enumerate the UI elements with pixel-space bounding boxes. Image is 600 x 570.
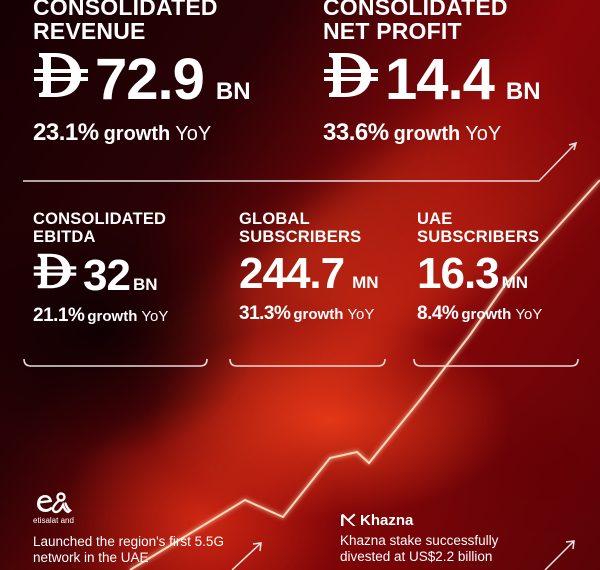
ebitda-growth-yoy: YoY [141, 308, 169, 325]
net-profit-label-line2: NET PROFIT [323, 18, 462, 44]
khazna-logo-icon [340, 513, 356, 527]
khazna-caption-line1: Khazna stake successfully [340, 533, 499, 548]
revenue-card: CONSOLIDATED REVENUE 72.9 BN 23.1% growt… [33, 0, 251, 145]
dirham-icon [33, 51, 89, 99]
ebitda-card: CONSOLIDATED EBITDA 32 BN 21.1% growth Y… [33, 211, 168, 325]
global-subscribers-growth: 31.3% growth YoY [239, 304, 379, 323]
revenue-growth: 23.1% growth YoY [33, 121, 251, 145]
growth-chart-line [129, 179, 600, 570]
global-subscribers-label-line1: GLOBAL [239, 210, 310, 228]
uae-subscribers-value-row: 16.3 MN [417, 252, 542, 296]
revenue-growth-yoy: YoY [175, 123, 212, 145]
net-profit-card: CONSOLIDATED NET PROFIT 14.4 BN 33.6% gr… [323, 0, 541, 145]
net-profit-growth: 33.6% growth YoY [323, 121, 541, 145]
eand-caption-line2: network in the UAE [33, 550, 149, 566]
net-profit-value: 14.4 [385, 47, 495, 112]
global-subscribers-value: 244.7 [239, 249, 345, 298]
net-profit-unit: BN [505, 78, 541, 105]
uae-subscribers-value: 16.3 [417, 249, 500, 298]
net-profit-growth-yoy: YoY [465, 123, 502, 145]
uae-subscribers-card: UAE SUBSCRIBERS 16.3 MN 8.4% growth YoY [417, 211, 542, 323]
dirham-icon [323, 51, 379, 99]
ebitda-growth-word: growth [87, 308, 138, 325]
khazna-caption-line2: divested at US$2.2 billion [340, 549, 493, 565]
ebitda-growth-pct: 21.1% [33, 305, 85, 326]
global-subscribers-growth-yoy: YoY [347, 306, 375, 323]
ebitda-growth: 21.1% growth YoY [33, 306, 168, 325]
ebitda-value-row: 32 BN [33, 252, 168, 298]
global-subscribers-unit: MN [352, 273, 379, 292]
uae-subscribers-label-line2: SUBSCRIBERS [417, 227, 540, 246]
card-underlines [23, 358, 579, 367]
uae-subscribers-growth: 8.4% growth YoY [417, 304, 542, 323]
global-subscribers-growth-pct: 31.3% [239, 303, 291, 324]
ebitda-label-line1: CONSOLIDATED [33, 210, 167, 228]
uae-subscribers-growth-word: growth [461, 306, 512, 323]
revenue-label-line2: REVENUE [33, 18, 146, 44]
ebitda-unit: BN [132, 275, 158, 294]
revenue-value: 72.9 [95, 47, 205, 112]
background-shadow [0, 200, 260, 460]
global-subscribers-card: GLOBAL SUBSCRIBERS 244.7 MN 31.3% growth… [239, 211, 379, 323]
eand-highlight: etisalat and Launched the region's first… [33, 492, 224, 566]
global-subscribers-value-row: 244.7 MN [239, 252, 379, 296]
uae-subscribers-unit: MN [501, 273, 529, 292]
global-subscribers-growth-word: growth [293, 306, 344, 323]
revenue-label-line1: CONSOLIDATED [33, 0, 218, 20]
eand-logo-subtext: etisalat and [33, 516, 74, 525]
global-subscribers-label-line2: SUBSCRIBERS [239, 227, 362, 246]
net-profit-value-row: 14.4 BN [323, 51, 541, 109]
bottom-arrows [231, 540, 575, 570]
khazna-logo: Khazna [340, 511, 498, 529]
khazna-highlight: Khazna Khazna stake successfully diveste… [340, 512, 498, 565]
revenue-unit: BN [215, 78, 251, 105]
uae-subscribers-growth-pct: 8.4% [417, 303, 459, 324]
dirham-icon [33, 252, 77, 290]
revenue-growth-word: growth [103, 123, 171, 145]
net-profit-label-line1: CONSOLIDATED [323, 0, 508, 20]
net-profit-growth-pct: 33.6% [323, 119, 389, 146]
revenue-growth-pct: 23.1% [33, 119, 99, 146]
ebitda-value: 32 [83, 251, 131, 300]
revenue-value-row: 72.9 BN [33, 51, 251, 109]
top-divider-arrow [23, 141, 578, 182]
uae-subscribers-label-line1: UAE [417, 210, 453, 228]
eand-logo-icon [33, 492, 224, 514]
net-profit-growth-word: growth [393, 123, 461, 145]
khazna-logo-text: Khazna [360, 511, 414, 529]
uae-subscribers-growth-yoy: YoY [515, 306, 543, 323]
eand-caption-line1: Launched the region's first 5.5G [33, 534, 224, 549]
ebitda-label-line2: EBITDA [33, 227, 96, 246]
